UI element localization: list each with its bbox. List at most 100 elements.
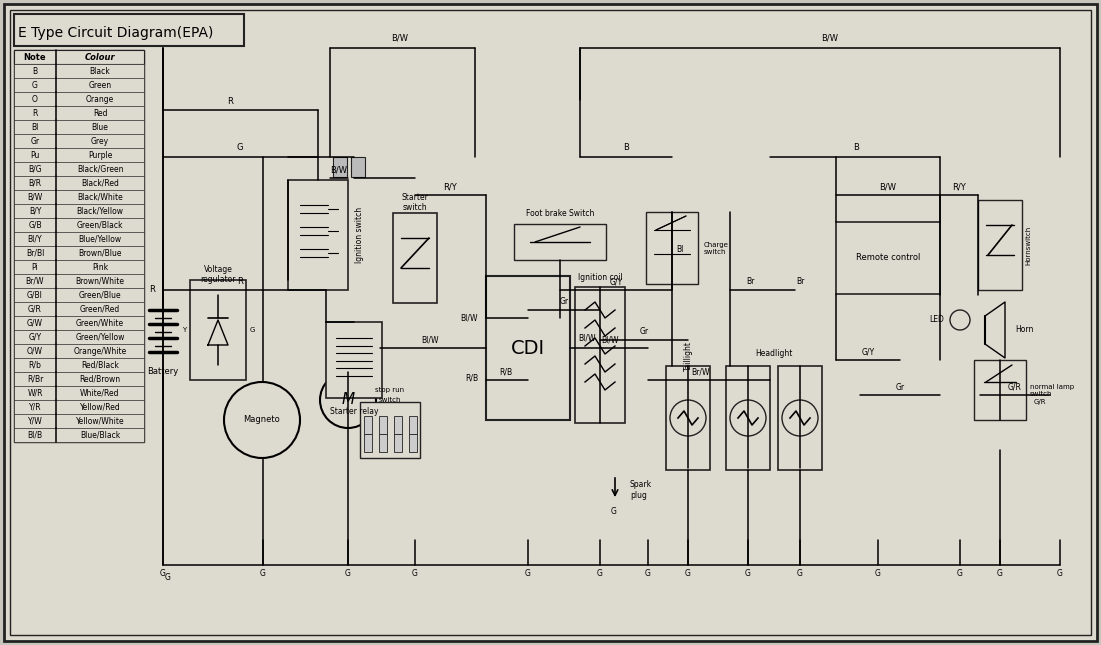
Text: Remote control: Remote control [855, 253, 920, 263]
Text: B/W: B/W [392, 34, 408, 43]
Text: G: G [685, 570, 691, 579]
Text: Gr: Gr [640, 328, 648, 337]
Bar [408, 416, 417, 434]
Text: R: R [237, 277, 243, 286]
Bar [14, 92, 144, 106]
Text: switch: switch [403, 204, 427, 212]
Text: B/Y: B/Y [29, 206, 41, 215]
Text: Magneto: Magneto [243, 415, 281, 424]
Text: Red/Brown: Red/Brown [79, 375, 121, 384]
Text: O: O [32, 95, 37, 103]
Text: Grey: Grey [91, 137, 109, 146]
Text: White/Red: White/Red [80, 388, 120, 397]
Bar [14, 162, 144, 176]
Text: G: G [611, 508, 617, 517]
Bar [14, 414, 144, 428]
Text: Headlight: Headlight [755, 350, 793, 359]
Text: Gr: Gr [31, 137, 40, 146]
Bar [14, 106, 144, 120]
Bar [14, 344, 144, 358]
Bar [974, 360, 1026, 420]
Text: W/R: W/R [28, 388, 43, 397]
Bar [486, 276, 570, 420]
Text: Battery: Battery [148, 368, 178, 377]
Text: Black/Green: Black/Green [77, 164, 123, 174]
Bar [575, 287, 625, 423]
Text: G: G [260, 570, 266, 579]
Text: Ignition coil: Ignition coil [578, 272, 622, 281]
Text: Black: Black [89, 66, 110, 75]
Text: Pi: Pi [32, 263, 39, 272]
Text: Voltage: Voltage [204, 266, 232, 275]
Bar [646, 212, 698, 284]
Bar [14, 358, 144, 372]
Text: Green: Green [88, 81, 111, 90]
Circle shape [671, 400, 706, 436]
Bar [190, 280, 246, 380]
Text: R: R [32, 108, 37, 117]
Text: Starter relay: Starter relay [330, 408, 379, 417]
Text: G/R: G/R [1034, 399, 1046, 405]
Text: G/B: G/B [29, 221, 42, 230]
Text: M: M [341, 393, 355, 408]
Text: R: R [149, 286, 155, 295]
Text: B: B [32, 66, 37, 75]
Text: R/Br: R/Br [26, 375, 43, 384]
Text: G/Y: G/Y [29, 333, 42, 341]
Text: HIGH RPM
RACER: HIGH RPM RACER [232, 275, 868, 506]
Text: Purple: Purple [88, 150, 112, 159]
Bar [14, 428, 144, 442]
Bar [14, 316, 144, 330]
Bar [978, 200, 1022, 290]
Text: Blue/Yellow: Blue/Yellow [78, 235, 121, 244]
Text: Brown/Blue: Brown/Blue [78, 248, 122, 257]
Text: R/Y: R/Y [952, 183, 966, 192]
Text: Green/Blue: Green/Blue [78, 290, 121, 299]
Text: Yellow/White: Yellow/White [76, 417, 124, 426]
Bar [726, 366, 770, 470]
Text: Spark
plug: Spark plug [630, 481, 652, 500]
Text: Taillight: Taillight [684, 341, 693, 371]
Text: Y/W: Y/W [28, 417, 42, 426]
Text: Bl/W: Bl/W [460, 313, 478, 322]
Text: R/b: R/b [29, 361, 42, 370]
Bar [14, 50, 144, 442]
Text: G: G [797, 570, 803, 579]
Bar [14, 288, 144, 302]
Bar [14, 176, 144, 190]
Text: Note: Note [24, 52, 46, 61]
Bar [14, 14, 244, 46]
Text: Gr: Gr [895, 382, 905, 392]
Text: G/Bl: G/Bl [28, 290, 43, 299]
Bar [351, 157, 366, 177]
Bar [393, 213, 437, 303]
Text: Br/W: Br/W [25, 277, 44, 286]
Text: R/Y: R/Y [443, 183, 457, 192]
Bar [14, 190, 144, 204]
Text: G: G [645, 570, 651, 579]
Bar [14, 218, 144, 232]
Bar [836, 222, 940, 294]
Bar [364, 416, 372, 434]
Text: Bl/W: Bl/W [601, 335, 619, 344]
Text: R/B: R/B [500, 368, 513, 377]
Text: G: G [745, 570, 751, 579]
Text: Black/White: Black/White [77, 192, 123, 201]
Bar [364, 434, 372, 452]
Text: switch: switch [379, 397, 401, 403]
Text: Green/Black: Green/Black [77, 221, 123, 230]
Text: G: G [237, 143, 243, 152]
Text: G/W: G/W [28, 319, 43, 328]
Text: Orange: Orange [86, 95, 115, 103]
Text: Black/Red: Black/Red [81, 179, 119, 188]
Bar [379, 434, 386, 452]
Text: B/W: B/W [330, 166, 348, 175]
Text: G/Y: G/Y [861, 348, 874, 357]
Text: R: R [227, 97, 233, 106]
Text: G: G [160, 570, 166, 579]
Bar [14, 274, 144, 288]
Bar [14, 148, 144, 162]
Bar [394, 416, 402, 434]
Text: Bl: Bl [31, 123, 39, 132]
Text: Bl: Bl [676, 246, 684, 255]
